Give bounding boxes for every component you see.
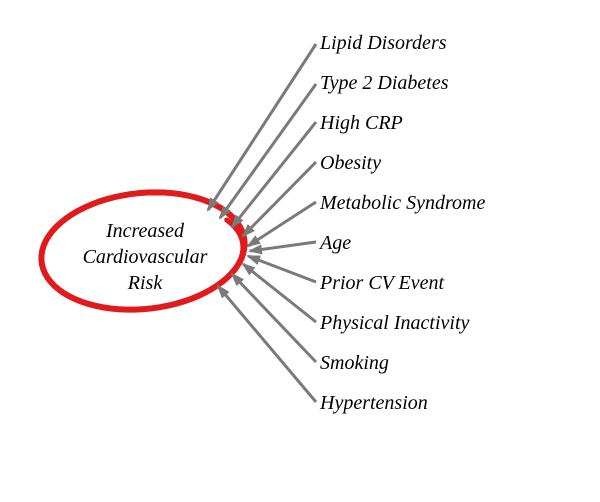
arrow — [248, 202, 316, 246]
arrow — [243, 264, 316, 322]
factor-label: Lipid Disorders — [320, 32, 447, 55]
factor-label: Smoking — [320, 352, 389, 375]
factor-label: Physical Inactivity — [320, 312, 469, 335]
arrow — [220, 84, 316, 218]
arrow — [208, 44, 316, 210]
factor-label: Prior CV Event — [320, 272, 444, 295]
factor-label: Type 2 Diabetes — [320, 72, 449, 95]
center-label: Increased Cardiovascular Risk — [60, 218, 230, 296]
factor-label: Hypertension — [320, 392, 428, 415]
arrow — [250, 242, 316, 251]
factor-label: Age — [320, 232, 351, 255]
arrow — [218, 286, 316, 402]
factor-label: High CRP — [320, 112, 403, 135]
factor-label: Metabolic Syndrome — [320, 192, 485, 215]
factor-label: Obesity — [320, 152, 381, 175]
arrow — [248, 256, 316, 282]
